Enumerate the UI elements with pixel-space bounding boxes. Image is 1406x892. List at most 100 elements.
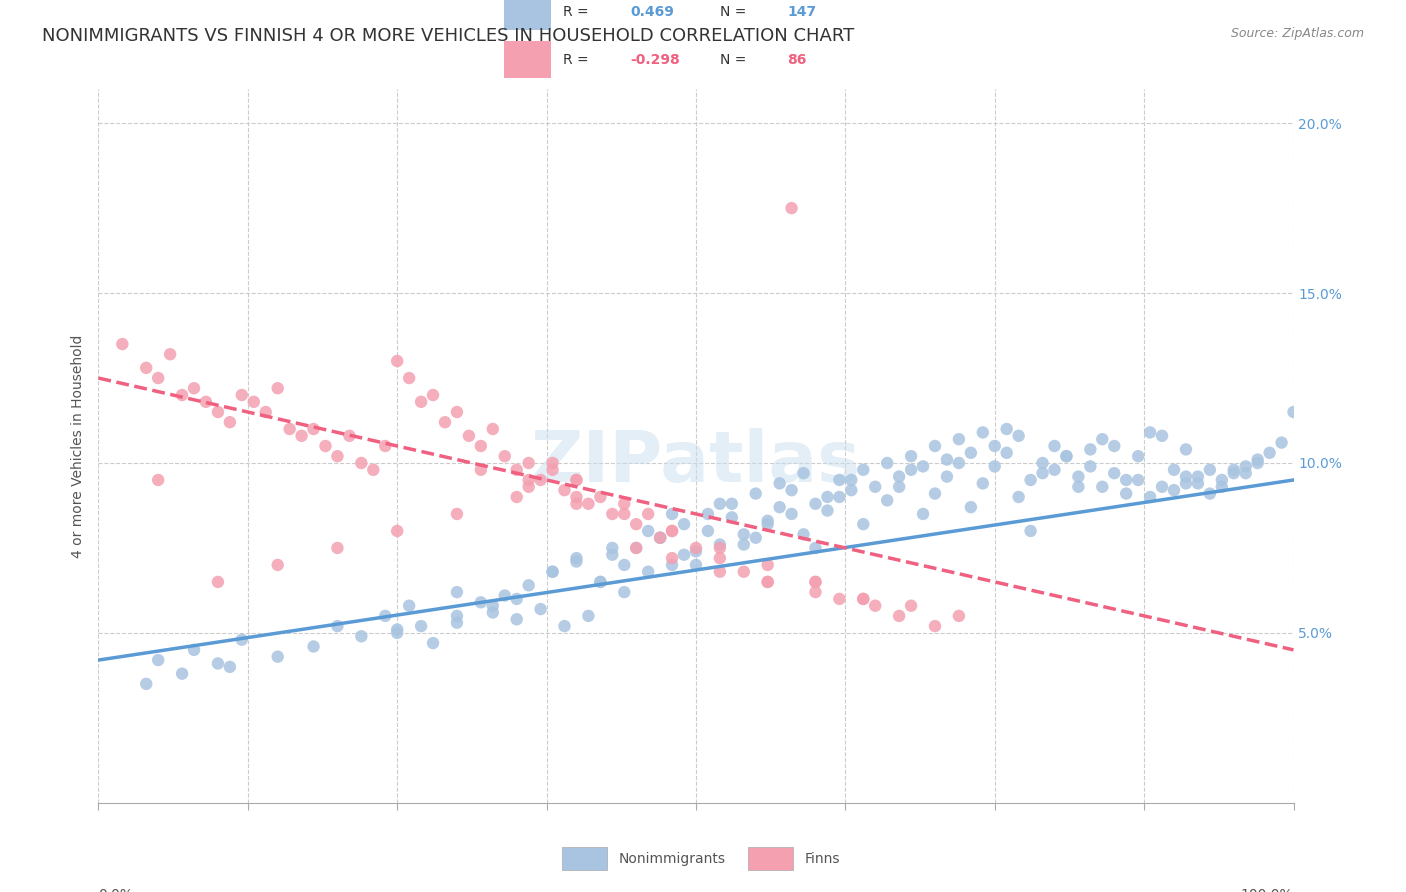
- Finns: [148, 371, 170, 385]
- Nonimmigrants: [1091, 432, 1114, 446]
- Nonimmigrants: [1258, 446, 1281, 460]
- Nonimmigrants: [924, 439, 946, 453]
- Nonimmigrants: [565, 555, 588, 569]
- Finns: [626, 517, 648, 532]
- Nonimmigrants: [1152, 480, 1174, 494]
- Finns: [434, 415, 457, 429]
- Nonimmigrants: [948, 456, 970, 470]
- Nonimmigrants: [817, 490, 839, 504]
- Finns: [254, 405, 277, 419]
- Nonimmigrants: [589, 574, 612, 589]
- Nonimmigrants: [780, 483, 803, 498]
- Nonimmigrants: [780, 507, 803, 521]
- Nonimmigrants: [1175, 476, 1198, 491]
- Nonimmigrants: [1234, 466, 1257, 480]
- Nonimmigrants: [828, 473, 851, 487]
- Nonimmigrants: [1067, 469, 1090, 483]
- Nonimmigrants: [172, 666, 194, 681]
- Finns: [565, 490, 588, 504]
- Finns: [363, 463, 385, 477]
- Nonimmigrants: [817, 503, 839, 517]
- Nonimmigrants: [745, 486, 768, 500]
- Finns: [183, 381, 205, 395]
- Bar: [503, 41, 551, 78]
- Text: 0.0%: 0.0%: [98, 888, 134, 892]
- Nonimmigrants: [852, 517, 875, 532]
- Finns: [326, 541, 349, 555]
- Nonimmigrants: [1223, 466, 1246, 480]
- Nonimmigrants: [482, 606, 505, 620]
- Nonimmigrants: [470, 595, 492, 609]
- Nonimmigrants: [876, 493, 898, 508]
- Nonimmigrants: [1008, 429, 1031, 443]
- Text: ZIPatlas: ZIPatlas: [531, 428, 860, 498]
- Nonimmigrants: [1115, 473, 1137, 487]
- Nonimmigrants: [1187, 476, 1209, 491]
- Finns: [267, 381, 290, 395]
- Nonimmigrants: [876, 456, 898, 470]
- Nonimmigrants: [541, 565, 564, 579]
- Text: 100.0%: 100.0%: [1241, 888, 1294, 892]
- Nonimmigrants: [530, 602, 553, 616]
- Finns: [385, 524, 409, 538]
- Nonimmigrants: [1104, 466, 1126, 480]
- Finns: [517, 473, 540, 487]
- Finns: [111, 337, 134, 351]
- Nonimmigrants: [602, 548, 624, 562]
- Nonimmigrants: [650, 531, 672, 545]
- Finns: [756, 574, 779, 589]
- Text: -0.298: -0.298: [630, 54, 679, 67]
- Finns: [446, 507, 468, 521]
- Finns: [517, 456, 540, 470]
- Finns: [541, 456, 564, 470]
- Finns: [350, 456, 373, 470]
- Text: 86: 86: [787, 54, 807, 67]
- Nonimmigrants: [912, 459, 935, 474]
- Nonimmigrants: [1128, 473, 1150, 487]
- Finns: [517, 480, 540, 494]
- Finns: [219, 415, 242, 429]
- Finns: [889, 608, 911, 623]
- Nonimmigrants: [637, 565, 659, 579]
- Finns: [195, 394, 218, 409]
- Nonimmigrants: [565, 551, 588, 566]
- Nonimmigrants: [709, 537, 731, 551]
- Finns: [159, 347, 181, 361]
- Finns: [231, 388, 253, 402]
- Nonimmigrants: [912, 507, 935, 521]
- Nonimmigrants: [1234, 459, 1257, 474]
- Finns: [565, 473, 588, 487]
- Finns: [756, 574, 779, 589]
- Nonimmigrants: [613, 585, 636, 599]
- Nonimmigrants: [936, 452, 959, 467]
- Nonimmigrants: [1080, 459, 1102, 474]
- Finns: [243, 394, 266, 409]
- Nonimmigrants: [385, 623, 409, 637]
- Nonimmigrants: [673, 548, 696, 562]
- Finns: [578, 497, 600, 511]
- Nonimmigrants: [626, 541, 648, 555]
- Finns: [506, 463, 529, 477]
- Nonimmigrants: [1247, 452, 1270, 467]
- Finns: [804, 585, 827, 599]
- Finns: [602, 507, 624, 521]
- Nonimmigrants: [769, 476, 792, 491]
- Finns: [948, 608, 970, 623]
- Nonimmigrants: [1211, 473, 1233, 487]
- Nonimmigrants: [1175, 469, 1198, 483]
- Bar: [503, 0, 551, 30]
- Nonimmigrants: [793, 527, 815, 541]
- Nonimmigrants: [1043, 439, 1066, 453]
- Finns: [541, 463, 564, 477]
- Nonimmigrants: [1247, 456, 1270, 470]
- Finns: [315, 439, 337, 453]
- Finns: [339, 429, 361, 443]
- Nonimmigrants: [1282, 405, 1305, 419]
- Nonimmigrants: [733, 527, 755, 541]
- Finns: [326, 449, 349, 463]
- Nonimmigrants: [1187, 469, 1209, 483]
- Nonimmigrants: [960, 446, 983, 460]
- Finns: [207, 574, 229, 589]
- Nonimmigrants: [1032, 456, 1054, 470]
- Finns: [494, 449, 516, 463]
